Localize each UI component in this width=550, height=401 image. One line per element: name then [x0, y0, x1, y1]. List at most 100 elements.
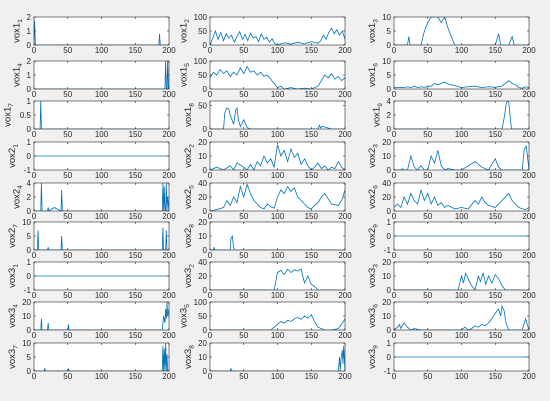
y-tick-label: 1 — [387, 339, 392, 348]
x-tick-label: 200 — [522, 46, 536, 55]
axes-background — [394, 183, 529, 211]
y-tick-label: 2 — [27, 57, 32, 66]
x-tick-label: 0 — [208, 90, 213, 99]
y-tick-label: 4 — [387, 97, 392, 106]
y-axis-label-text: vox2 — [7, 148, 18, 168]
y-axis-label-subscript: 5 — [184, 304, 191, 308]
x-tick-label: 100 — [271, 291, 285, 300]
y-tick-label: 10 — [198, 232, 207, 241]
series-line — [34, 61, 169, 89]
y-tick-label: 10 — [22, 339, 31, 348]
x-tick-label: 0 — [392, 212, 397, 221]
y-tick-label: 20 — [382, 138, 391, 147]
y-axis-label-subscript: 3 — [373, 19, 380, 23]
y-axis-label-text: vox1 — [179, 23, 190, 43]
y-tick-label: 50 — [198, 312, 207, 321]
x-tick-label: 150 — [129, 171, 143, 180]
x-tick-label: 0 — [392, 90, 397, 99]
y-axis-label-text: vox2 — [183, 228, 194, 248]
x-tick-label: 200 — [162, 372, 176, 381]
x-tick-label: 200 — [338, 90, 352, 99]
y-tick-label: 0 — [387, 326, 392, 335]
x-tick-label: 100 — [95, 171, 109, 180]
x-tick-label: 50 — [239, 171, 248, 180]
y-tick-label: 5 — [387, 71, 392, 80]
x-tick-label: 200 — [338, 331, 352, 340]
series-line — [210, 268, 345, 290]
axes-background — [34, 343, 169, 371]
y-axis-label-text: vox2 — [367, 189, 378, 209]
series-line — [210, 345, 345, 371]
x-tick-label: 100 — [455, 331, 469, 340]
y-tick-label: 5 — [27, 353, 32, 362]
y-axis-label-text: vox1 — [3, 107, 14, 127]
y-axis-label-subscript: 1 — [13, 144, 20, 148]
x-tick-label: 50 — [239, 90, 248, 99]
x-tick-label: 200 — [338, 372, 352, 381]
y-tick-label: 10 — [382, 152, 391, 161]
series-line — [394, 304, 529, 330]
y-axis-label: vox34 — [7, 304, 20, 328]
x-tick-label: 200 — [162, 291, 176, 300]
y-axis-label: vox28 — [183, 224, 196, 248]
x-tick-label: 50 — [63, 212, 72, 221]
y-axis-label-subscript: 5 — [189, 185, 196, 189]
y-tick-label: 2 — [27, 13, 32, 22]
x-tick-label: 0 — [208, 331, 213, 340]
x-tick-label: 50 — [239, 130, 248, 139]
x-tick-label: 50 — [63, 90, 72, 99]
y-tick-label: 0 — [203, 326, 208, 335]
series-line — [210, 313, 345, 330]
axes-background — [34, 17, 169, 45]
x-tick-label: 50 — [63, 46, 72, 55]
x-tick-label: 150 — [129, 46, 143, 55]
y-axis-label-text: vox3 — [7, 308, 18, 328]
y-axis-label-subscript: 6 — [373, 304, 380, 308]
y-tick-label: 0 — [203, 286, 208, 295]
y-tick-label: 0 — [387, 232, 392, 241]
x-tick-label: 200 — [338, 46, 352, 55]
y-tick-label: 10 — [22, 218, 31, 227]
y-tick-label: 0 — [27, 41, 32, 50]
x-tick-label: 50 — [63, 251, 72, 260]
y-tick-label: -1 — [384, 367, 392, 376]
x-tick-label: 200 — [162, 251, 176, 260]
y-axis-label-subscript: 5 — [184, 63, 191, 67]
y-tick-label: 0 — [27, 125, 32, 134]
y-axis-label-subscript: 1 — [13, 264, 20, 268]
x-tick-label: 150 — [489, 46, 503, 55]
y-tick-label: 1 — [27, 138, 32, 147]
y-axis-label-subscript: 6 — [373, 185, 380, 189]
x-tick-label: 100 — [271, 46, 285, 55]
y-axis-label-text: vox3 — [7, 268, 18, 288]
series-line — [210, 234, 345, 250]
series-line — [394, 145, 529, 170]
y-tick-label: 0 — [203, 207, 208, 216]
y-axis-label: vox36 — [367, 304, 380, 328]
x-tick-label: 50 — [423, 331, 432, 340]
axes-background — [34, 222, 169, 250]
y-tick-label: 0 — [27, 272, 32, 281]
x-tick-label: 150 — [305, 251, 319, 260]
y-tick-label: 0 — [387, 286, 392, 295]
x-tick-label: 0 — [208, 291, 213, 300]
y-axis-label-subscript: 9 — [377, 103, 384, 107]
x-tick-label: 0 — [208, 130, 213, 139]
y-tick-label: 10 — [382, 312, 391, 321]
x-tick-label: 50 — [239, 372, 248, 381]
y-tick-label: 0.5 — [20, 111, 32, 120]
series-line — [394, 17, 529, 45]
x-tick-label: 150 — [129, 90, 143, 99]
x-tick-label: 200 — [338, 212, 352, 221]
